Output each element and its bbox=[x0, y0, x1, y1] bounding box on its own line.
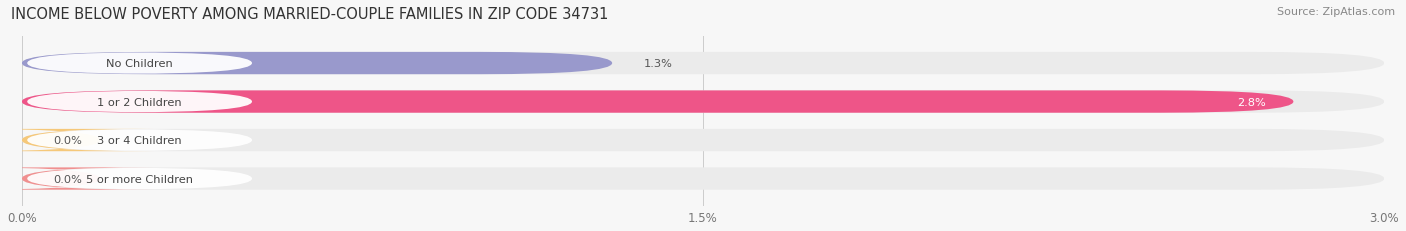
FancyBboxPatch shape bbox=[21, 53, 612, 75]
FancyBboxPatch shape bbox=[21, 91, 1294, 113]
FancyBboxPatch shape bbox=[21, 91, 1385, 113]
Text: Source: ZipAtlas.com: Source: ZipAtlas.com bbox=[1277, 7, 1395, 17]
FancyBboxPatch shape bbox=[27, 91, 252, 113]
Text: 1 or 2 Children: 1 or 2 Children bbox=[97, 97, 181, 107]
Text: 1.3%: 1.3% bbox=[644, 59, 673, 69]
FancyBboxPatch shape bbox=[0, 129, 153, 152]
FancyBboxPatch shape bbox=[27, 168, 252, 189]
Text: No Children: No Children bbox=[107, 59, 173, 69]
FancyBboxPatch shape bbox=[21, 168, 1385, 190]
Text: 2.8%: 2.8% bbox=[1237, 97, 1267, 107]
FancyBboxPatch shape bbox=[0, 168, 153, 190]
Text: 0.0%: 0.0% bbox=[53, 135, 83, 146]
FancyBboxPatch shape bbox=[27, 53, 252, 74]
Text: INCOME BELOW POVERTY AMONG MARRIED-COUPLE FAMILIES IN ZIP CODE 34731: INCOME BELOW POVERTY AMONG MARRIED-COUPL… bbox=[11, 7, 609, 22]
Text: 3 or 4 Children: 3 or 4 Children bbox=[97, 135, 181, 146]
FancyBboxPatch shape bbox=[21, 129, 1385, 152]
Text: 5 or more Children: 5 or more Children bbox=[86, 174, 193, 184]
FancyBboxPatch shape bbox=[27, 130, 252, 151]
Text: 0.0%: 0.0% bbox=[53, 174, 83, 184]
FancyBboxPatch shape bbox=[21, 53, 1385, 75]
